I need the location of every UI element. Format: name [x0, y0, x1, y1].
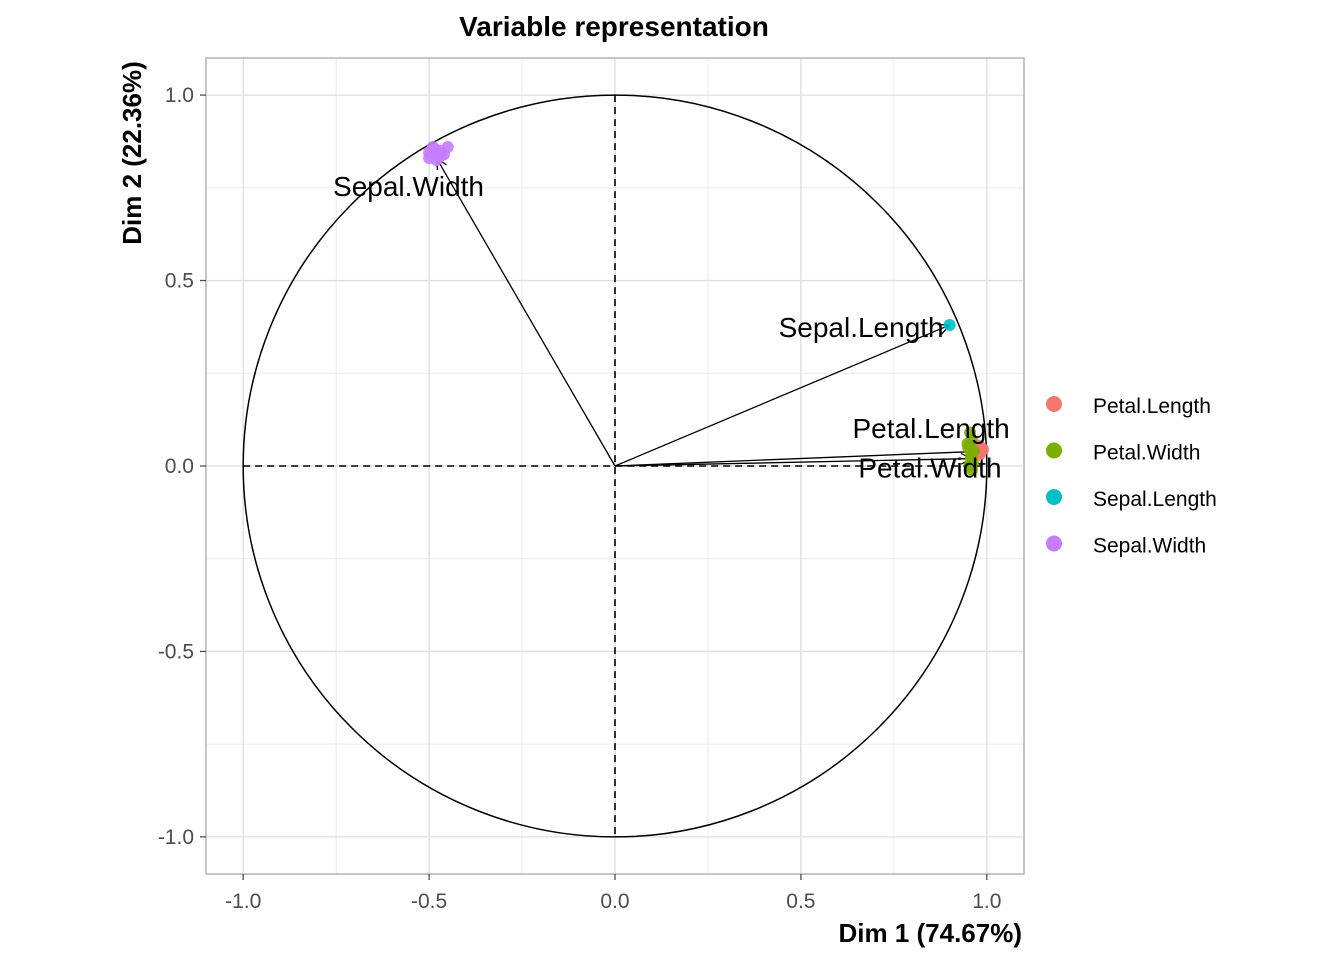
x-tick-label: 1.0 — [972, 890, 1001, 913]
point-sepal-width — [428, 142, 441, 155]
legend-label-petal-width: Petal.Width — [1093, 442, 1200, 465]
legend-label-sepal-length: Sepal.Length — [1093, 488, 1217, 511]
x-tick-label: 0.0 — [600, 890, 629, 913]
point-petal-width — [964, 452, 977, 465]
y-tick-label: -0.5 — [158, 640, 194, 663]
y-tick-label: 1.0 — [165, 84, 194, 107]
axis-layer: -1.0 -0.5 0.0 0.5 1.0 -1.0 -0.5 0.0 0.5 1.0 — [158, 57, 1025, 913]
x-tick-label: 0.5 — [786, 890, 815, 913]
variable-label-sepal-length: Sepal.Length — [779, 312, 944, 343]
point-sepal-length — [943, 319, 956, 332]
guide-layer — [242, 94, 988, 838]
legend: Petal.Length Petal.Width Sepal.Length Sepal… — [1046, 395, 1217, 558]
legend-key-petal-width — [1046, 442, 1062, 459]
y-axis-title: Dim 2 (22.36%) — [117, 61, 147, 245]
variable-label-petal-length: Petal.Length — [852, 413, 1009, 444]
arrow-layer — [435, 156, 985, 467]
point-sepal-width — [441, 141, 454, 154]
legend-key-sepal-width — [1046, 535, 1062, 552]
legend-label-sepal-width: Sepal.Width — [1093, 535, 1206, 558]
x-tick-label: -0.5 — [411, 890, 447, 913]
y-tick-label: 0.5 — [165, 270, 194, 293]
y-tick-label: 0.0 — [165, 455, 194, 478]
chart-title: Variable representation — [459, 11, 769, 42]
variable-label-sepal-width: Sepal.Width — [333, 171, 484, 202]
legend-label-petal-length: Petal.Length — [1093, 395, 1211, 418]
variable-label-layer: Sepal.Width Sepal.Length Petal.Length Petal… — [333, 171, 1010, 483]
points-layer — [423, 141, 990, 476]
arrow-sepal-length — [614, 324, 950, 467]
x-tick-label: -1.0 — [225, 890, 261, 913]
legend-key-sepal-length — [1046, 489, 1062, 505]
variable-label-petal-width: Petal.Width — [858, 453, 1001, 484]
arrow-sepal-width — [435, 157, 616, 467]
arrow-petal-width — [614, 457, 972, 467]
arrow-petal-length — [614, 450, 984, 467]
x-axis-title: Dim 1 (74.67%) — [838, 918, 1022, 948]
y-tick-label: -1.0 — [158, 826, 194, 849]
legend-key-petal-length — [1046, 396, 1062, 412]
point-petal-width — [965, 463, 978, 476]
